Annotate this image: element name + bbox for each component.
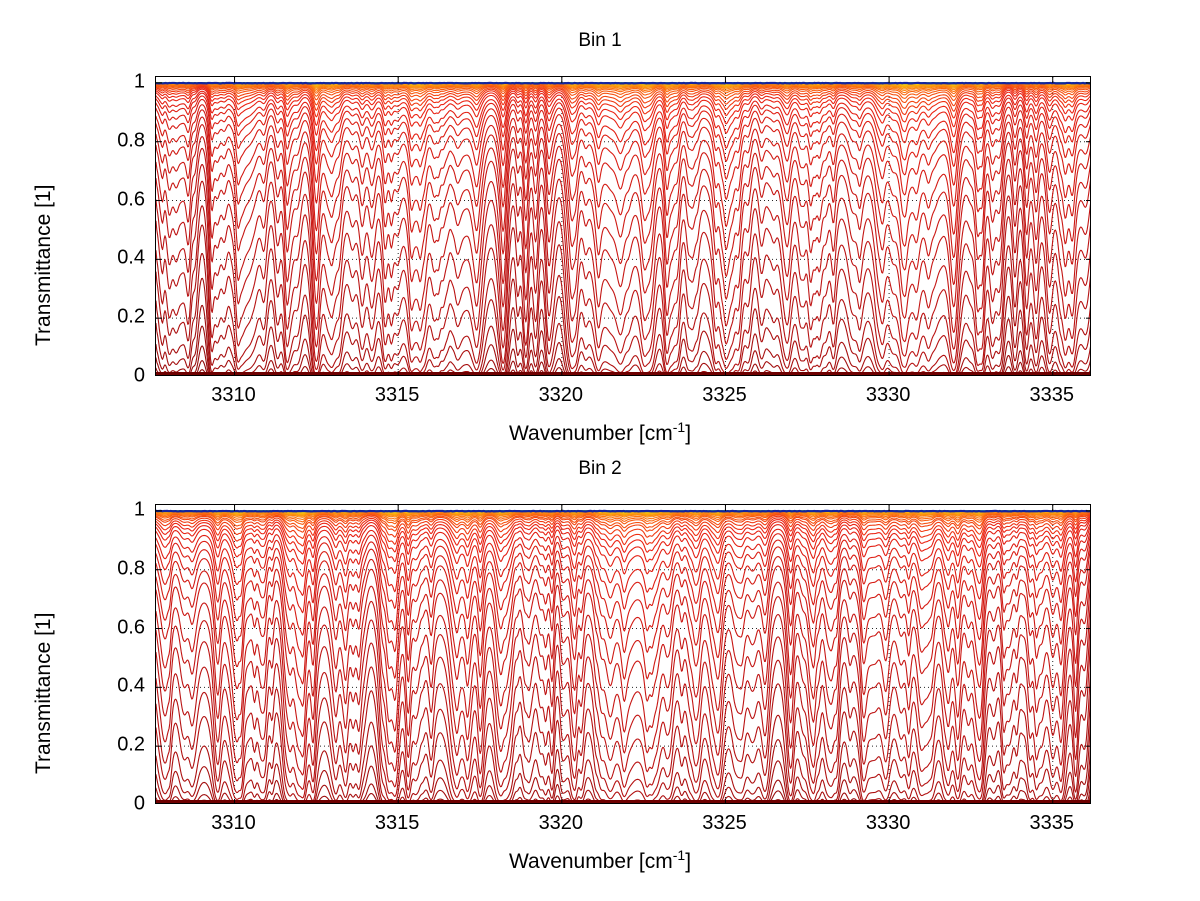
panel-1-x-axis-label-base: Wavenumber [cm [508, 422, 673, 445]
panel-2-x-axis-label: Wavenumber [cm-1] [0, 847, 1200, 874]
y-tick-label: 0.4 [117, 674, 145, 697]
panel-1-x-axis-label-superscript: -1 [672, 419, 686, 435]
y-tick-label: 0 [133, 792, 145, 815]
y-tick-label: 0.8 [117, 129, 145, 152]
x-tick-label: 3315 [374, 812, 420, 834]
panel-2-spectra-plot [156, 505, 1090, 803]
x-tick-label: 3315 [374, 384, 420, 406]
x-tick-label: 3335 [1029, 812, 1074, 834]
panel-2-x-axis-label-base: Wavenumber [cm [508, 850, 673, 873]
panel-1-x-axis-label: Wavenumber [cm-1] [0, 419, 1200, 446]
y-tick-label: 0.2 [117, 733, 145, 756]
y-tick-label: 0.6 [117, 188, 145, 211]
panel-2-y-axis-label: Transmittance [1] [32, 612, 55, 774]
x-tick-label: 3325 [702, 384, 747, 406]
x-tick-label: 3325 [702, 812, 747, 834]
y-tick-label: 0.6 [117, 616, 145, 639]
y-tick-label: 0.8 [117, 557, 145, 580]
x-tick-label: 3310 [211, 812, 256, 834]
y-tick-label: 1 [133, 498, 145, 521]
panel-1-title: Bin 1 [578, 30, 622, 51]
x-tick-label: 3330 [865, 384, 911, 406]
panel-2-title: Bin 2 [578, 458, 622, 479]
x-tick-label: 3335 [1029, 384, 1074, 406]
panel-1-y-axis-label: Transmittance [1] [32, 184, 55, 346]
panel-1-plot-area[interactable] [155, 76, 1091, 376]
y-tick-label: 0 [133, 364, 145, 387]
x-tick-label: 3310 [211, 384, 256, 406]
y-tick-label: 1 [133, 70, 145, 93]
y-tick-label: 0.4 [117, 246, 145, 269]
panel-2-plot-area[interactable] [155, 504, 1091, 804]
x-tick-label: 3320 [538, 812, 584, 834]
panel-1-x-axis-label-tail: ] [685, 422, 692, 445]
x-tick-label: 3320 [538, 384, 584, 406]
y-tick-label: 0.2 [117, 305, 145, 328]
panel-2-x-axis-label-tail: ] [685, 850, 692, 873]
panel-2-x-axis-label-superscript: -1 [672, 847, 686, 863]
x-tick-label: 3330 [865, 812, 911, 834]
panel-1-spectra-plot [156, 77, 1090, 375]
